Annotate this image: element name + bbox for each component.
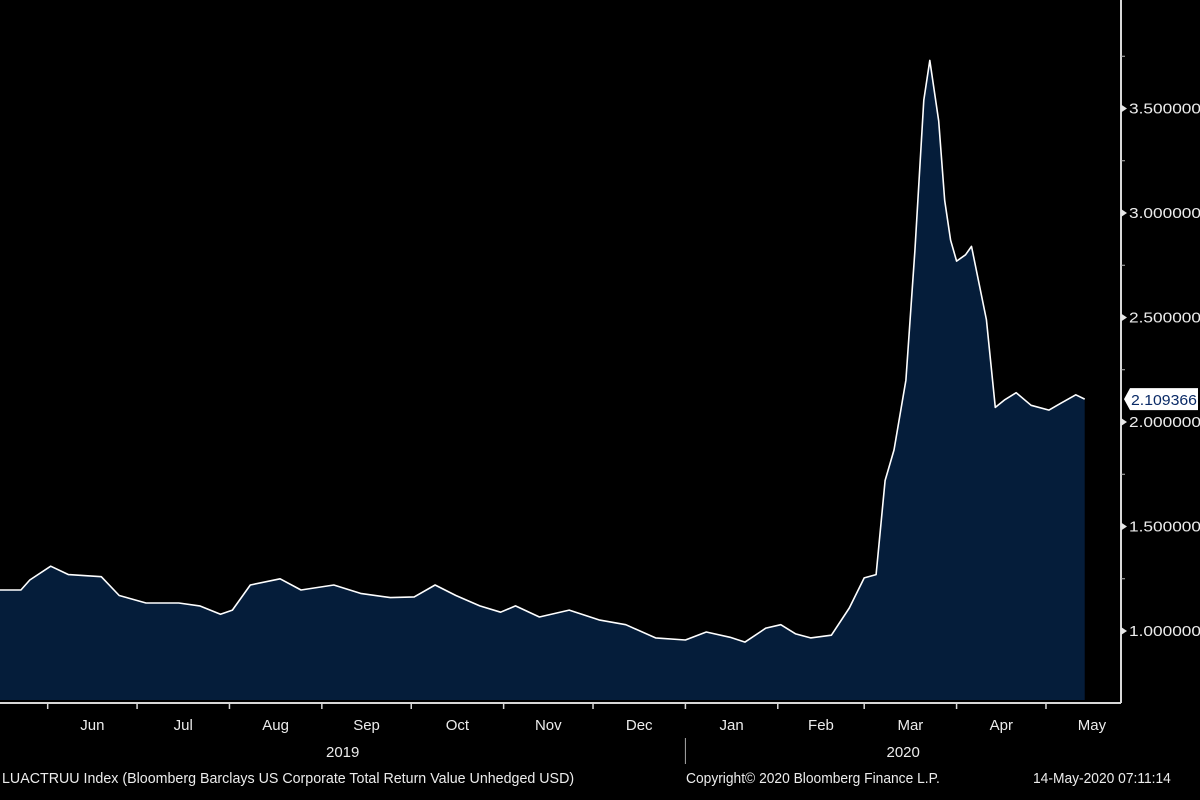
copyright-notice: Copyright© 2020 Bloomberg Finance L.P. bbox=[686, 770, 940, 787]
y-tick bbox=[1121, 209, 1127, 217]
x-tick-label: Apr bbox=[990, 717, 1013, 734]
y-tick-label: 3.000000 bbox=[1129, 205, 1200, 222]
x-tick-label: Jan bbox=[719, 717, 743, 734]
last-value-badge bbox=[1124, 388, 1198, 411]
x-tick-label: Oct bbox=[446, 717, 470, 734]
x-tick-label: Nov bbox=[535, 717, 562, 734]
year-label: 2020 bbox=[887, 744, 920, 761]
x-tick-label: Mar bbox=[897, 717, 923, 734]
axes: 1.000000 1.500000 2.000000 2.500000 3.000000… bbox=[0, 0, 1200, 764]
x-tick-label: Sep bbox=[353, 717, 380, 734]
x-tick-label: Feb bbox=[808, 717, 834, 734]
y-tick-label: 2.000000 bbox=[1129, 414, 1200, 431]
y-tick bbox=[1121, 418, 1127, 426]
y-tick-label: 2.500000 bbox=[1129, 310, 1200, 327]
y-tick bbox=[1121, 313, 1127, 322]
plot-area bbox=[0, 59, 1086, 700]
index-description: LUACTRUU Index (Bloomberg Barclays US Co… bbox=[2, 770, 575, 787]
timestamp: 14-May-2020 07:11:14 bbox=[1033, 770, 1171, 787]
series-area-fill bbox=[0, 60, 1085, 700]
y-tick-label: 1.500000 bbox=[1129, 519, 1200, 536]
x-tick-label: Jul bbox=[174, 717, 193, 734]
y-tick-label: 3.500000 bbox=[1129, 101, 1200, 118]
x-tick-label: Aug bbox=[262, 717, 289, 734]
x-tick-label: May bbox=[1078, 717, 1107, 734]
y-tick bbox=[1121, 627, 1127, 635]
chart: 1.000000 1.500000 2.000000 2.500000 3.000000… bbox=[0, 0, 1200, 764]
series-line bbox=[0, 59, 1086, 643]
year-label: 2019 bbox=[326, 744, 359, 761]
last-value-label: 2.109366 bbox=[1131, 392, 1197, 409]
y-tick-label: 1.000000 bbox=[1129, 623, 1200, 640]
y-tick bbox=[1121, 522, 1127, 531]
x-tick-label: Dec bbox=[626, 717, 653, 734]
x-tick-label: Jun bbox=[80, 717, 104, 734]
y-tick bbox=[1121, 104, 1127, 113]
